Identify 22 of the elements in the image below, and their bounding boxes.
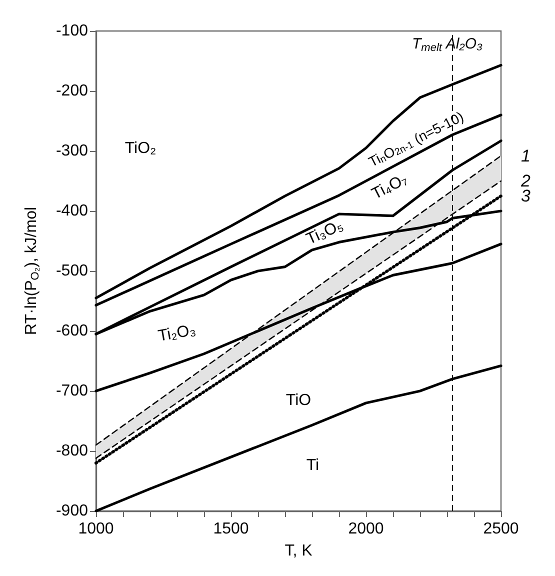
y-tick-label: -600 xyxy=(56,322,88,340)
x-tick-label: 2000 xyxy=(348,520,384,538)
y-tick-label: -500 xyxy=(56,262,88,280)
x-axis-title: T, K xyxy=(284,542,313,560)
series-label: 1 xyxy=(521,146,530,166)
y-tick-label: -400 xyxy=(56,202,88,220)
y-tick-label: -300 xyxy=(56,142,88,160)
y-tick-label: -100 xyxy=(56,22,88,40)
annotation: Ti xyxy=(306,456,320,474)
y-tick-label: -200 xyxy=(56,82,88,100)
annotation: TiO xyxy=(286,392,312,410)
y-tick-label: -900 xyxy=(56,502,88,520)
x-tick-label: 1500 xyxy=(213,520,249,538)
y-tick-label: -700 xyxy=(56,382,88,400)
x-tick-label: 2500 xyxy=(483,520,519,538)
x-tick-label: 1000 xyxy=(78,520,114,538)
annotation: TiO₂ xyxy=(124,140,156,158)
y-tick-label: -800 xyxy=(56,442,88,460)
annotation: Ti₃O₅ xyxy=(304,217,346,248)
annotation: Ti₄O₇ xyxy=(369,170,410,204)
annotation: Ti₂O₃ xyxy=(156,322,198,346)
y-axis-title: RT·ln(PO₂), kJ/mol xyxy=(23,206,42,336)
